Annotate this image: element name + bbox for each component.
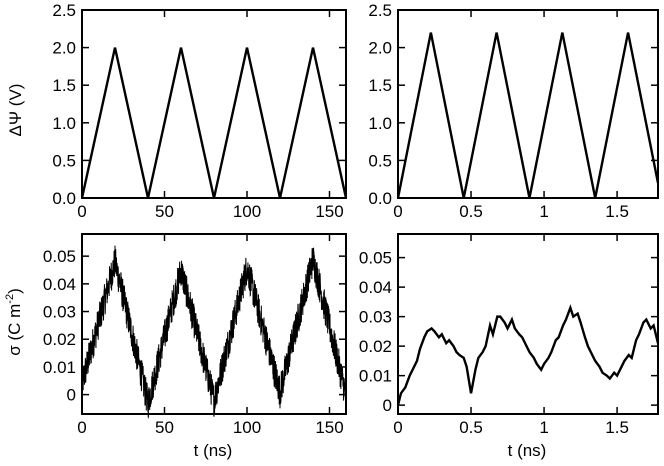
plot-frame-top-right [397, 9, 659, 199]
y-tick-label: 0.01 [359, 367, 392, 386]
x-tick-label: 150 [315, 202, 343, 221]
x-tick-label: 0.5 [459, 202, 483, 221]
panel-top-left: 0 50 100 150 0.0 0.5 1.0 1.5 2.0 2.5 [52, 1, 348, 221]
y-tick-label: 0.04 [43, 275, 76, 294]
ylabel-bottom-left: σ (C m-2) [4, 288, 24, 356]
series-line-bottom-left [81, 245, 347, 419]
panel-top-right: 0 0.5 1 1.5 0.0 0.5 1.0 1.5 2.0 2.5 [368, 1, 660, 221]
ylabel-top-left: ΔΨ (V) [6, 84, 25, 137]
series-line-bottom-right [396, 304, 660, 406]
y-tick-label: 2.5 [52, 1, 76, 20]
y-tick-label: 2.0 [368, 39, 392, 58]
y-tick-label: 0.05 [359, 249, 392, 268]
y-tick-label: 0.03 [359, 308, 392, 327]
x-tick-label: 0 [393, 418, 402, 437]
panel-bottom-right: 0 0.5 1 1.5 0 0.01 0.02 0.03 0.04 0.05 [359, 233, 660, 437]
y-tick-label: 0 [67, 386, 76, 405]
y-tick-label: 0.0 [52, 189, 76, 208]
plot-frame-bottom-right [397, 233, 659, 415]
y-tick-label: 1.5 [52, 76, 76, 95]
x-tick-label: 150 [315, 418, 343, 437]
y-tick-label: 0.01 [43, 358, 76, 377]
x-tick-label: 50 [155, 202, 174, 221]
plot-frame-bottom-left [81, 233, 347, 415]
x-tick-label: 1.5 [605, 418, 629, 437]
y-tick-label: 0 [383, 396, 392, 415]
y-tick-label: 1.5 [368, 76, 392, 95]
panel-bottom-left: 0 50 100 150 0 0.01 0.02 0.03 0.04 0.05 [43, 233, 347, 437]
y-tick-label: 0.02 [43, 330, 76, 349]
x-tick-label: 0.5 [459, 418, 483, 437]
y-tick-label: 0.04 [359, 278, 392, 297]
plot-frame-top-left [81, 9, 347, 199]
x-tick-label: 1 [539, 418, 548, 437]
y-tick-label: 2.0 [52, 39, 76, 58]
xlabel-bottom-right: t (ns) [508, 441, 547, 460]
y-tick-label: 1.0 [52, 114, 76, 133]
y-tick-label: 0.5 [368, 151, 392, 170]
y-tick-label: 0.02 [359, 337, 392, 356]
y-tick-label: 0.5 [52, 151, 76, 170]
y-tick-label: 0.0 [368, 189, 392, 208]
y-tick-label: 0.03 [43, 303, 76, 322]
x-tick-label: 1 [539, 202, 548, 221]
x-tick-label: 0 [77, 418, 86, 437]
xlabel-bottom-left: t (ns) [194, 441, 233, 460]
y-tick-label: 1.0 [368, 114, 392, 133]
x-tick-label: 50 [155, 418, 174, 437]
x-tick-label: 1.5 [605, 202, 629, 221]
y-tick-label: 2.5 [368, 1, 392, 20]
x-tick-label: 100 [233, 202, 261, 221]
x-tick-label: 100 [233, 418, 261, 437]
x-tick-label: 0 [77, 202, 86, 221]
x-tick-label: 0 [393, 202, 402, 221]
y-tick-label: 0.05 [43, 247, 76, 266]
